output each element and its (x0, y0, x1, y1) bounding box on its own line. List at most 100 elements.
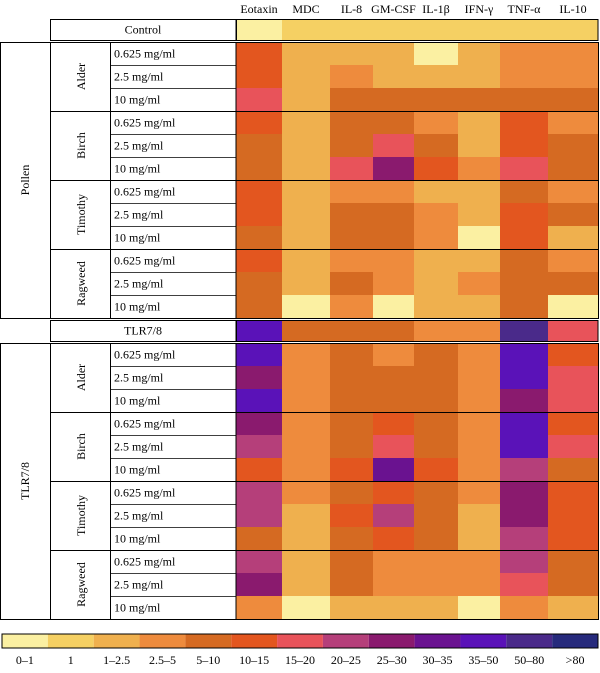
heat-cell (236, 88, 282, 111)
legend-swatch (2, 634, 48, 648)
section-label: Control (125, 22, 162, 36)
heat-cell (458, 180, 500, 203)
heat-cell (548, 42, 598, 65)
heat-cell (282, 435, 330, 458)
heat-cell (414, 412, 458, 435)
row-label: 10 mg/ml (114, 531, 161, 545)
heat-cell (500, 504, 548, 527)
heat-cell (548, 596, 598, 619)
heat-cell (282, 295, 330, 318)
column-label: IL-1β (422, 2, 449, 16)
heat-cell (414, 320, 458, 341)
heat-cell (414, 157, 458, 180)
legend-label: 25–30 (377, 653, 407, 667)
heat-cell (282, 412, 330, 435)
heat-cell (414, 42, 458, 65)
heat-cell (500, 203, 548, 226)
heat-cell (500, 343, 548, 366)
group-label: Ragweed (74, 261, 88, 306)
heat-cell (548, 435, 598, 458)
heat-cell (500, 180, 548, 203)
column-label: TNF-α (508, 2, 542, 16)
heat-cell (414, 19, 458, 40)
heat-cell (500, 65, 548, 88)
heat-cell (236, 435, 282, 458)
row-label: 2.5 mg/ml (114, 508, 164, 522)
heat-cell (458, 389, 500, 412)
heat-cell (282, 65, 330, 88)
row-label: 10 mg/ml (114, 299, 161, 313)
heat-cell (458, 272, 500, 295)
group-label: Birch (74, 132, 88, 159)
heat-cell (458, 458, 500, 481)
heat-cell (373, 249, 414, 272)
legend-swatch (277, 634, 323, 648)
heat-cell (282, 481, 330, 504)
heat-cell (330, 504, 373, 527)
heat-cell (373, 596, 414, 619)
heat-cell (282, 88, 330, 111)
legend-label: 15–20 (285, 653, 315, 667)
heat-cell (414, 226, 458, 249)
section-box (0, 343, 599, 620)
heat-cell (236, 157, 282, 180)
heat-cell (373, 458, 414, 481)
heat-cell (282, 596, 330, 619)
row-label: 2.5 mg/ml (114, 370, 164, 384)
heat-cell (330, 42, 373, 65)
row-label: 0.625 mg/ml (114, 416, 176, 430)
heat-cell (282, 19, 330, 40)
row-label: 0.625 mg/ml (114, 554, 176, 568)
heat-cell (458, 527, 500, 550)
heat-cell (282, 42, 330, 65)
heat-cell (458, 157, 500, 180)
heat-cell (548, 134, 598, 157)
row-box (235, 320, 599, 342)
legend-swatch (368, 634, 415, 648)
row-label: 0.625 mg/ml (114, 485, 176, 499)
heat-cell (236, 226, 282, 249)
section-label: Pollen (18, 165, 32, 196)
heat-cell (500, 458, 548, 481)
heat-cell (548, 226, 598, 249)
heat-cell (282, 180, 330, 203)
heat-cell (236, 42, 282, 65)
legend-swatch (185, 634, 232, 648)
heat-cell (330, 550, 373, 573)
heat-cell (236, 320, 282, 341)
row-label: 10 mg/ml (114, 161, 161, 175)
heat-cell (500, 42, 548, 65)
heat-cell (414, 88, 458, 111)
heat-cell (282, 272, 330, 295)
heat-cell (330, 249, 373, 272)
heat-cell (548, 19, 598, 40)
heat-cell (458, 596, 500, 619)
group-label: Alder (74, 364, 88, 391)
heat-cell (282, 111, 330, 134)
heat-cell (236, 527, 282, 550)
heat-cell (548, 573, 598, 596)
heat-cell (548, 203, 598, 226)
heat-cell (458, 435, 500, 458)
heat-cell (236, 412, 282, 435)
legend-label: 1 (68, 653, 74, 667)
heat-cell (458, 111, 500, 134)
heat-cell (458, 366, 500, 389)
heat-cell (330, 320, 373, 341)
row-label: 10 mg/ml (114, 462, 161, 476)
heat-cell (500, 573, 548, 596)
heat-cell (414, 550, 458, 573)
row-label: 10 mg/ml (114, 393, 161, 407)
heat-cell (458, 320, 500, 341)
heat-cell (414, 389, 458, 412)
heat-cell (373, 42, 414, 65)
heat-cell (373, 272, 414, 295)
heat-cell (548, 504, 598, 527)
row-label: 2.5 mg/ml (114, 138, 164, 152)
heat-cell (282, 226, 330, 249)
heat-cell (373, 180, 414, 203)
heat-cell (330, 272, 373, 295)
heat-cell (330, 527, 373, 550)
legend-label: 5–10 (196, 653, 220, 667)
heat-cell (458, 295, 500, 318)
